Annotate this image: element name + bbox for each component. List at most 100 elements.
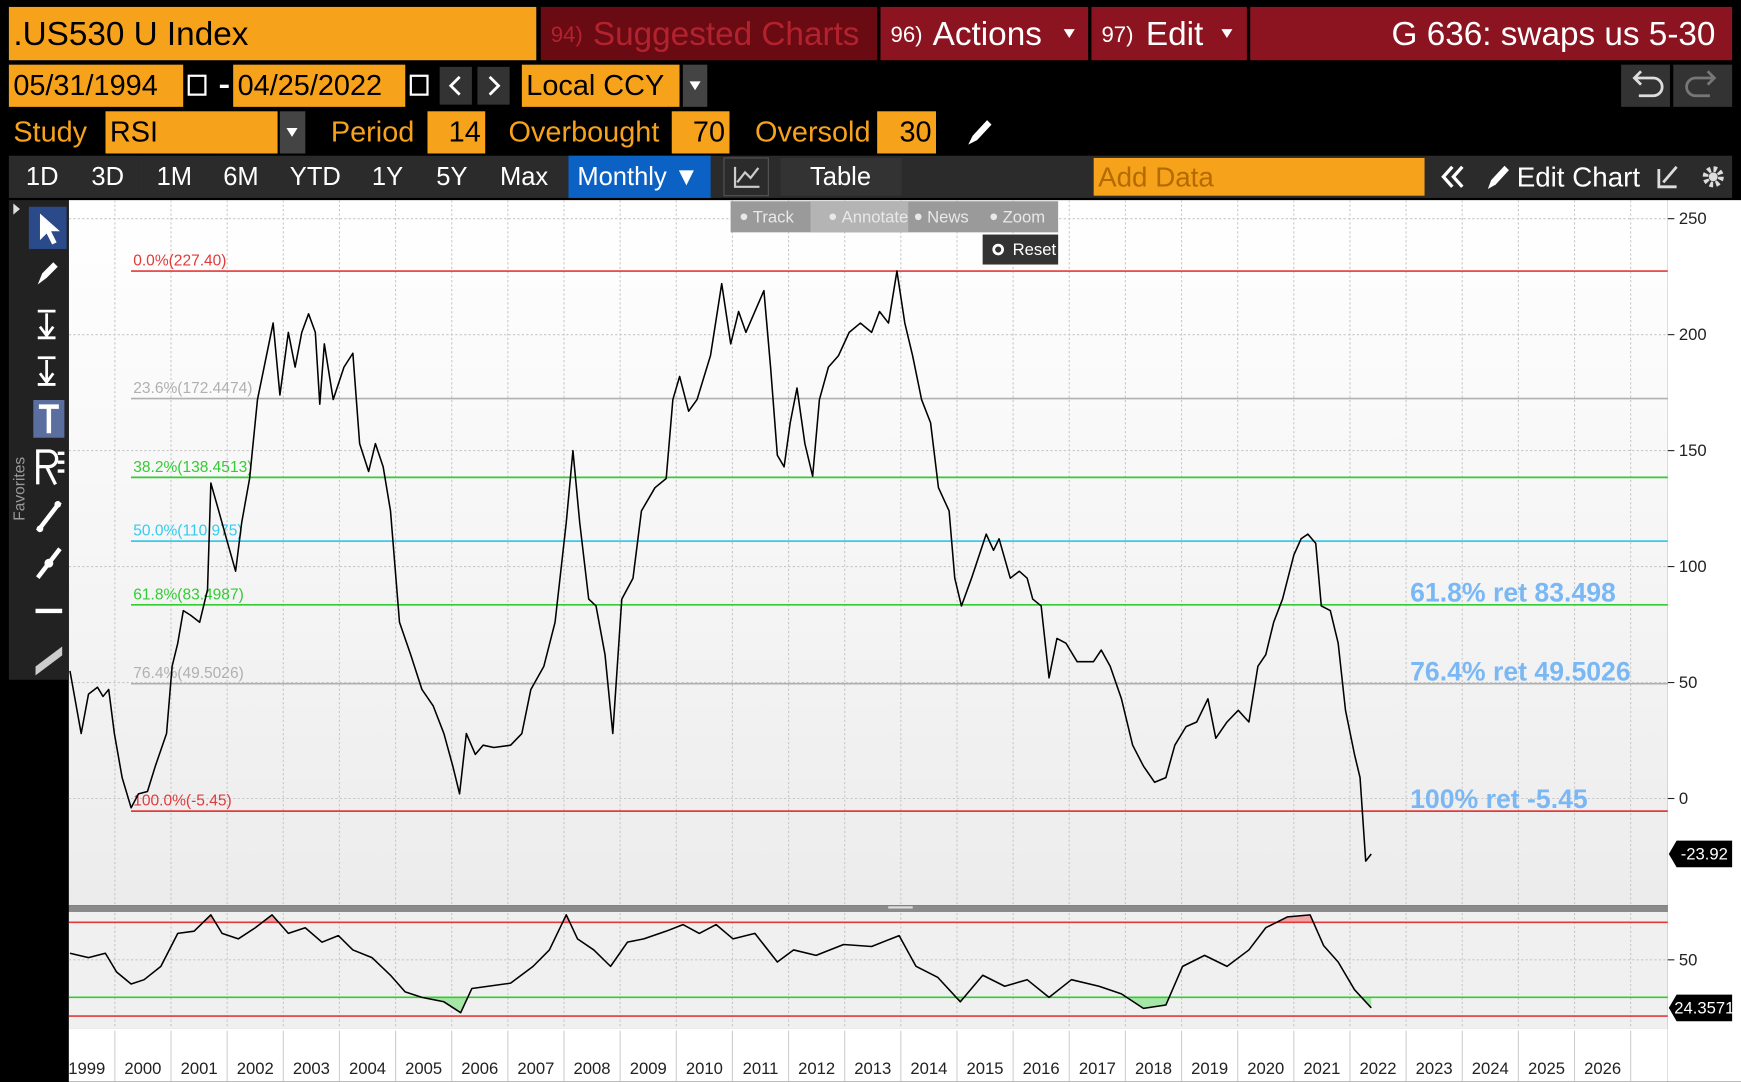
y-tick-label: 250 [1679,209,1707,228]
tool-icon [914,213,922,221]
y-tick-label: 50 [1679,673,1698,692]
prev-icon [448,75,461,96]
overbought-field[interactable] [671,111,730,154]
tool-dollar[interactable] [37,356,56,386]
calendar-icon[interactable] [409,74,429,96]
range-button[interactable] [209,157,273,196]
x-tick-label: 2006 [461,1059,498,1078]
rsi-plot-area[interactable] [68,911,1668,1029]
x-tick-label: 2013 [854,1059,891,1078]
main-plot-area[interactable] [68,200,1668,906]
end-date-field[interactable] [233,64,406,107]
study-field[interactable] [105,111,278,154]
range-button[interactable] [76,157,139,196]
y-tick-label: 200 [1679,325,1707,344]
menu-label: Actions [933,16,1042,53]
menu-suggested[interactable] [540,6,878,61]
y-tick-label: 50 [1679,950,1698,969]
y-tick-label: 0 [1679,789,1688,808]
frequency: Monthly ▼ [577,163,699,191]
chart-type-button[interactable] [723,157,769,197]
calendar-icon[interactable] [187,74,207,96]
gear-hub [1708,172,1718,182]
next-button[interactable] [477,66,510,105]
date-separator [219,84,229,88]
study-label: Study [13,116,87,148]
tool-channel[interactable] [35,646,63,676]
period-label: Period [331,116,414,148]
range-button[interactable] [284,157,347,196]
pencil-icon[interactable] [968,120,992,145]
frequency-button[interactable] [568,155,711,198]
page-title: G 636: swaps us 5-30 [1392,16,1716,53]
annotation: 61.8% ret 83.498 [1410,578,1616,608]
add-data-field[interactable] [1093,157,1425,196]
gear-icon[interactable] [1702,166,1724,188]
drawing-sidebar [8,200,69,680]
edit-chart[interactable]: Edit Chart [1517,161,1641,192]
tool-icon [829,213,837,221]
currency-field[interactable] [521,64,680,107]
retracement-label: 38.2%(138.4513) [133,459,252,476]
study: RSI [110,116,158,148]
tool-icon [740,213,748,221]
retracement-label: 23.6%(172.4474) [133,380,252,397]
range-button[interactable] [143,157,206,196]
tool-retracement[interactable] [36,449,65,486]
range-button[interactable] [11,157,74,196]
start-date-field[interactable] [8,64,184,107]
overbought-label: Overbought [509,116,660,148]
annotation: 100% ret -5.45 [1410,784,1588,814]
panel-divider[interactable] [68,905,1668,912]
range-label: 1M [157,163,192,191]
period: 14 [449,116,481,148]
range-button[interactable] [356,157,419,196]
settings-edit-icon[interactable] [1657,165,1678,189]
price-line [69,914,1372,1014]
range-label: 5Y [436,163,467,191]
pointer-icon [39,213,60,245]
x-tick-label: 2012 [798,1059,835,1078]
start-date: 05/31/1994 [13,70,157,102]
menu-number: 97) [1101,22,1133,47]
dropdown-caret [1063,29,1075,39]
ticker-box[interactable] [8,6,537,61]
y-tick-label: 150 [1679,441,1707,460]
range-button[interactable] [420,157,483,196]
tool-label[interactable]: Annotate [842,207,909,226]
ray-node [44,558,54,568]
tool-label[interactable]: Zoom [1003,207,1046,226]
overbought: 70 [693,116,725,148]
reset-button[interactable] [982,234,1059,265]
favorites-label[interactable]: Favorites [11,457,28,521]
menu-actions[interactable] [880,6,1089,61]
sidebar-expand[interactable] [13,203,20,215]
retracement-label: 0.0%(227.40) [133,253,226,270]
collapse-icon[interactable] [1441,165,1464,188]
range-button[interactable] [492,157,556,196]
tool-label[interactable]: News [927,207,969,226]
ticker: .US530 U Index [13,16,248,53]
divider-handle [888,906,913,909]
menu-edit[interactable] [1091,6,1247,61]
oversold-field[interactable] [877,111,937,154]
x-tick-label: 2007 [517,1059,554,1078]
x-tick-label: 2023 [1416,1059,1453,1078]
table-button[interactable] [780,157,902,196]
x-axis-area [68,1028,1668,1082]
redo-button[interactable] [1673,64,1733,107]
oversold-label: Oversold [755,116,870,148]
last-value: 24.3571 [1674,998,1734,1017]
reset-icon [992,243,1005,256]
period-field[interactable] [427,111,486,154]
x-tick-label: 2021 [1303,1059,1340,1078]
x-tick-label: 2010 [686,1059,723,1078]
tool-label[interactable]: Track [753,207,795,226]
tool-percent[interactable] [37,309,56,340]
pen-icon[interactable] [37,262,58,285]
prev-button[interactable] [439,66,472,105]
x-tick-label: 2002 [237,1059,274,1078]
x-tick-label: 2024 [1472,1059,1509,1078]
x-tick-label: 2018 [1135,1059,1172,1078]
